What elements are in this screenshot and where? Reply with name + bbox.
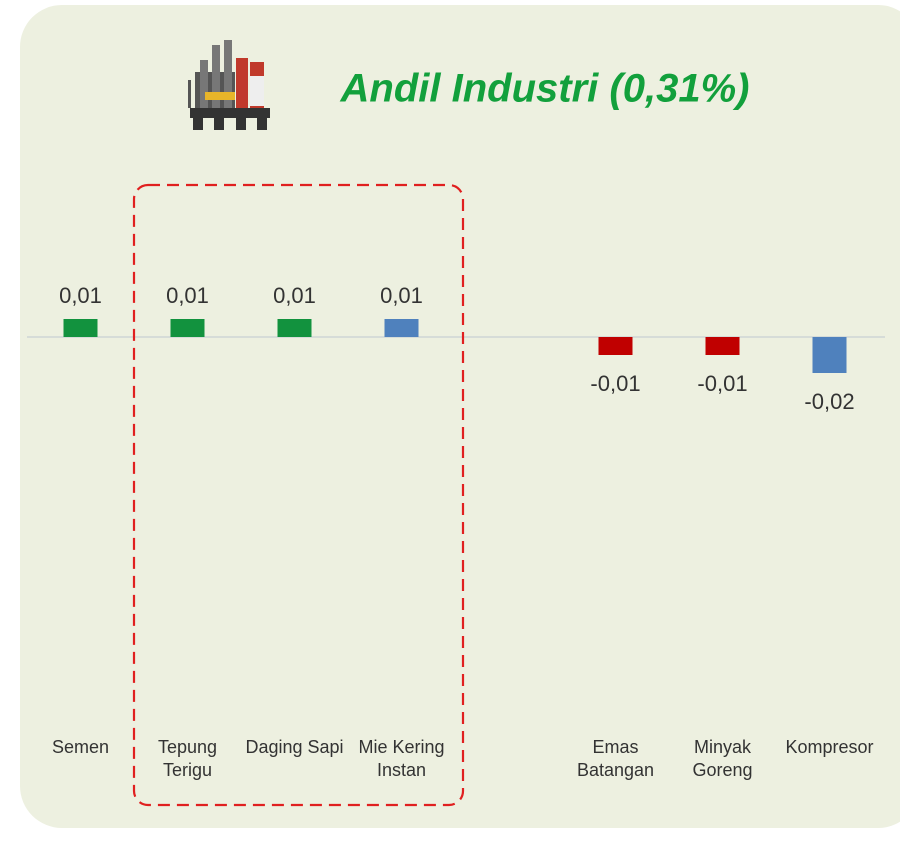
- x-tick-label: Daging Sapi: [245, 737, 344, 757]
- bar: [384, 319, 419, 337]
- highlight-box: [132, 183, 465, 807]
- card: [20, 5, 900, 828]
- bar: [170, 319, 205, 337]
- factory-icon: [188, 40, 270, 130]
- chart-title: Andil Industri (0,31%): [340, 67, 750, 111]
- data-label: -0,01: [590, 371, 640, 396]
- bar: [598, 337, 633, 355]
- data-label: 0,01: [273, 283, 316, 308]
- data-label: -0,01: [697, 371, 747, 396]
- x-tick-label: Kompresor: [785, 737, 874, 757]
- x-tick-label: Tepung Terigu: [157, 737, 218, 780]
- bar: [277, 319, 312, 337]
- x-tick-label: Minyak Goreng: [692, 737, 753, 780]
- data-label: 0,01: [166, 283, 209, 308]
- x-tick-label: Semen: [51, 737, 110, 757]
- bar: [63, 319, 98, 337]
- data-label: 0,01: [59, 283, 102, 308]
- x-tick-label: Mie Kering Instan: [358, 737, 445, 780]
- x-tick-label: Emas Batangan: [576, 737, 655, 780]
- bar: [705, 337, 740, 355]
- bar: [812, 337, 847, 373]
- data-label: 0,01: [380, 283, 423, 308]
- data-label: -0,02: [804, 389, 854, 414]
